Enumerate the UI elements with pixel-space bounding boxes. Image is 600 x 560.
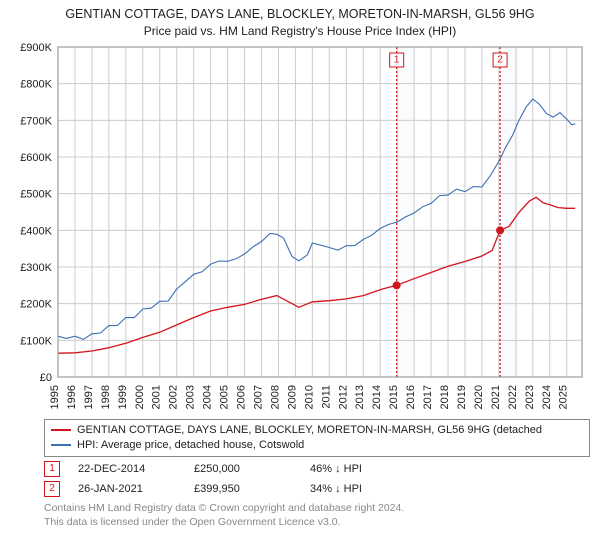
x-tick-label: 1996	[66, 385, 78, 409]
legend-row: GENTIAN COTTAGE, DAYS LANE, BLOCKLEY, MO…	[51, 423, 583, 438]
y-tick-label: £0	[40, 372, 52, 384]
event-point	[496, 226, 504, 234]
x-tick-label: 2004	[202, 385, 214, 409]
chart-area: £0 £100K £200K £300K £400K £500K £600K £700K £80…	[10, 43, 590, 413]
event-row-marker: 1	[44, 461, 60, 477]
x-tick-label: 1999	[117, 385, 129, 409]
chart-svg: £0 £100K £200K £300K £400K £500K £600K £700K £80…	[10, 43, 590, 413]
x-tick-label: 2024	[541, 385, 553, 409]
y-tick-label: £300K	[20, 262, 52, 274]
y-tick-label: £700K	[20, 115, 52, 127]
event-row-marker: 2	[44, 481, 60, 497]
x-tick-label: 2022	[507, 385, 519, 409]
x-tick-label: 2002	[168, 385, 180, 409]
x-tick-label: 2025	[558, 385, 570, 409]
x-tick-label: 2018	[439, 385, 451, 409]
event-band	[397, 47, 415, 377]
x-tick-label: 2000	[134, 385, 146, 409]
legend-row: HPI: Average price, detached house, Cots…	[51, 438, 583, 453]
event-row: 1 22-DEC-2014 £250,000 46% ↓ HPI	[44, 459, 590, 479]
legend-label: GENTIAN COTTAGE, DAYS LANE, BLOCKLEY, MO…	[77, 423, 542, 438]
x-tick-label: 2015	[388, 385, 400, 409]
y-tick-label: £900K	[20, 43, 52, 54]
x-tick-label: 2021	[490, 385, 502, 409]
x-tick-label: 2014	[371, 385, 383, 409]
x-tick-label: 2019	[456, 385, 468, 409]
x-tick-label: 2008	[269, 385, 281, 409]
x-tick-label: 2017	[422, 385, 434, 409]
x-tick-label: 1998	[100, 385, 112, 409]
x-tick-label: 2003	[185, 385, 197, 409]
title-address: GENTIAN COTTAGE, DAYS LANE, BLOCKLEY, MO…	[0, 6, 600, 23]
x-tick-label: 2007	[252, 385, 264, 409]
x-tick-label: 2009	[286, 385, 298, 409]
event-date: 22-DEC-2014	[78, 463, 176, 475]
y-tick-label: £400K	[20, 225, 52, 237]
x-tick-label: 2011	[320, 385, 332, 409]
event-point	[393, 281, 401, 289]
x-tick-label: 2005	[219, 385, 231, 409]
x-tick-label: 2006	[236, 385, 248, 409]
chart-title: GENTIAN COTTAGE, DAYS LANE, BLOCKLEY, MO…	[0, 0, 600, 39]
x-tick-label: 2012	[337, 385, 349, 409]
event-price: £250,000	[194, 463, 292, 475]
event-price: £399,950	[194, 483, 292, 495]
x-tick-label: 2016	[405, 385, 417, 409]
legend-label: HPI: Average price, detached house, Cots…	[77, 438, 304, 453]
event-pct: 46% ↓ HPI	[310, 463, 408, 475]
x-tick-label: 2023	[524, 385, 536, 409]
x-tick-label: 2001	[151, 385, 163, 409]
legend-swatch	[51, 444, 71, 446]
x-tick-label: 2020	[473, 385, 485, 409]
x-tick-label: 2013	[354, 385, 366, 409]
y-tick-label: £100K	[20, 335, 52, 347]
event-row: 2 26-JAN-2021 £399,950 34% ↓ HPI	[44, 479, 590, 499]
event-marker-number: 1	[394, 55, 400, 66]
event-date: 26-JAN-2021	[78, 483, 176, 495]
x-tick-label: 1995	[49, 385, 61, 409]
copyright-line2: This data is licensed under the Open Gov…	[44, 515, 590, 529]
x-tick-label: 1997	[83, 385, 95, 409]
y-tick-label: £200K	[20, 299, 52, 311]
y-tick-label: £800K	[20, 79, 52, 91]
event-pct: 34% ↓ HPI	[310, 483, 408, 495]
event-marker-number: 2	[497, 55, 503, 66]
title-subtitle: Price paid vs. HM Land Registry's House …	[0, 23, 600, 39]
copyright-text: Contains HM Land Registry data © Crown c…	[44, 501, 590, 529]
legend-box: GENTIAN COTTAGE, DAYS LANE, BLOCKLEY, MO…	[44, 419, 590, 457]
y-tick-label: £500K	[20, 189, 52, 201]
x-tick-label: 2010	[303, 385, 315, 409]
events-table: 1 22-DEC-2014 £250,000 46% ↓ HPI 2 26-JAN-202…	[44, 459, 590, 499]
copyright-line1: Contains HM Land Registry data © Crown c…	[44, 501, 590, 515]
legend-swatch	[51, 429, 71, 431]
y-tick-label: £600K	[20, 152, 52, 164]
